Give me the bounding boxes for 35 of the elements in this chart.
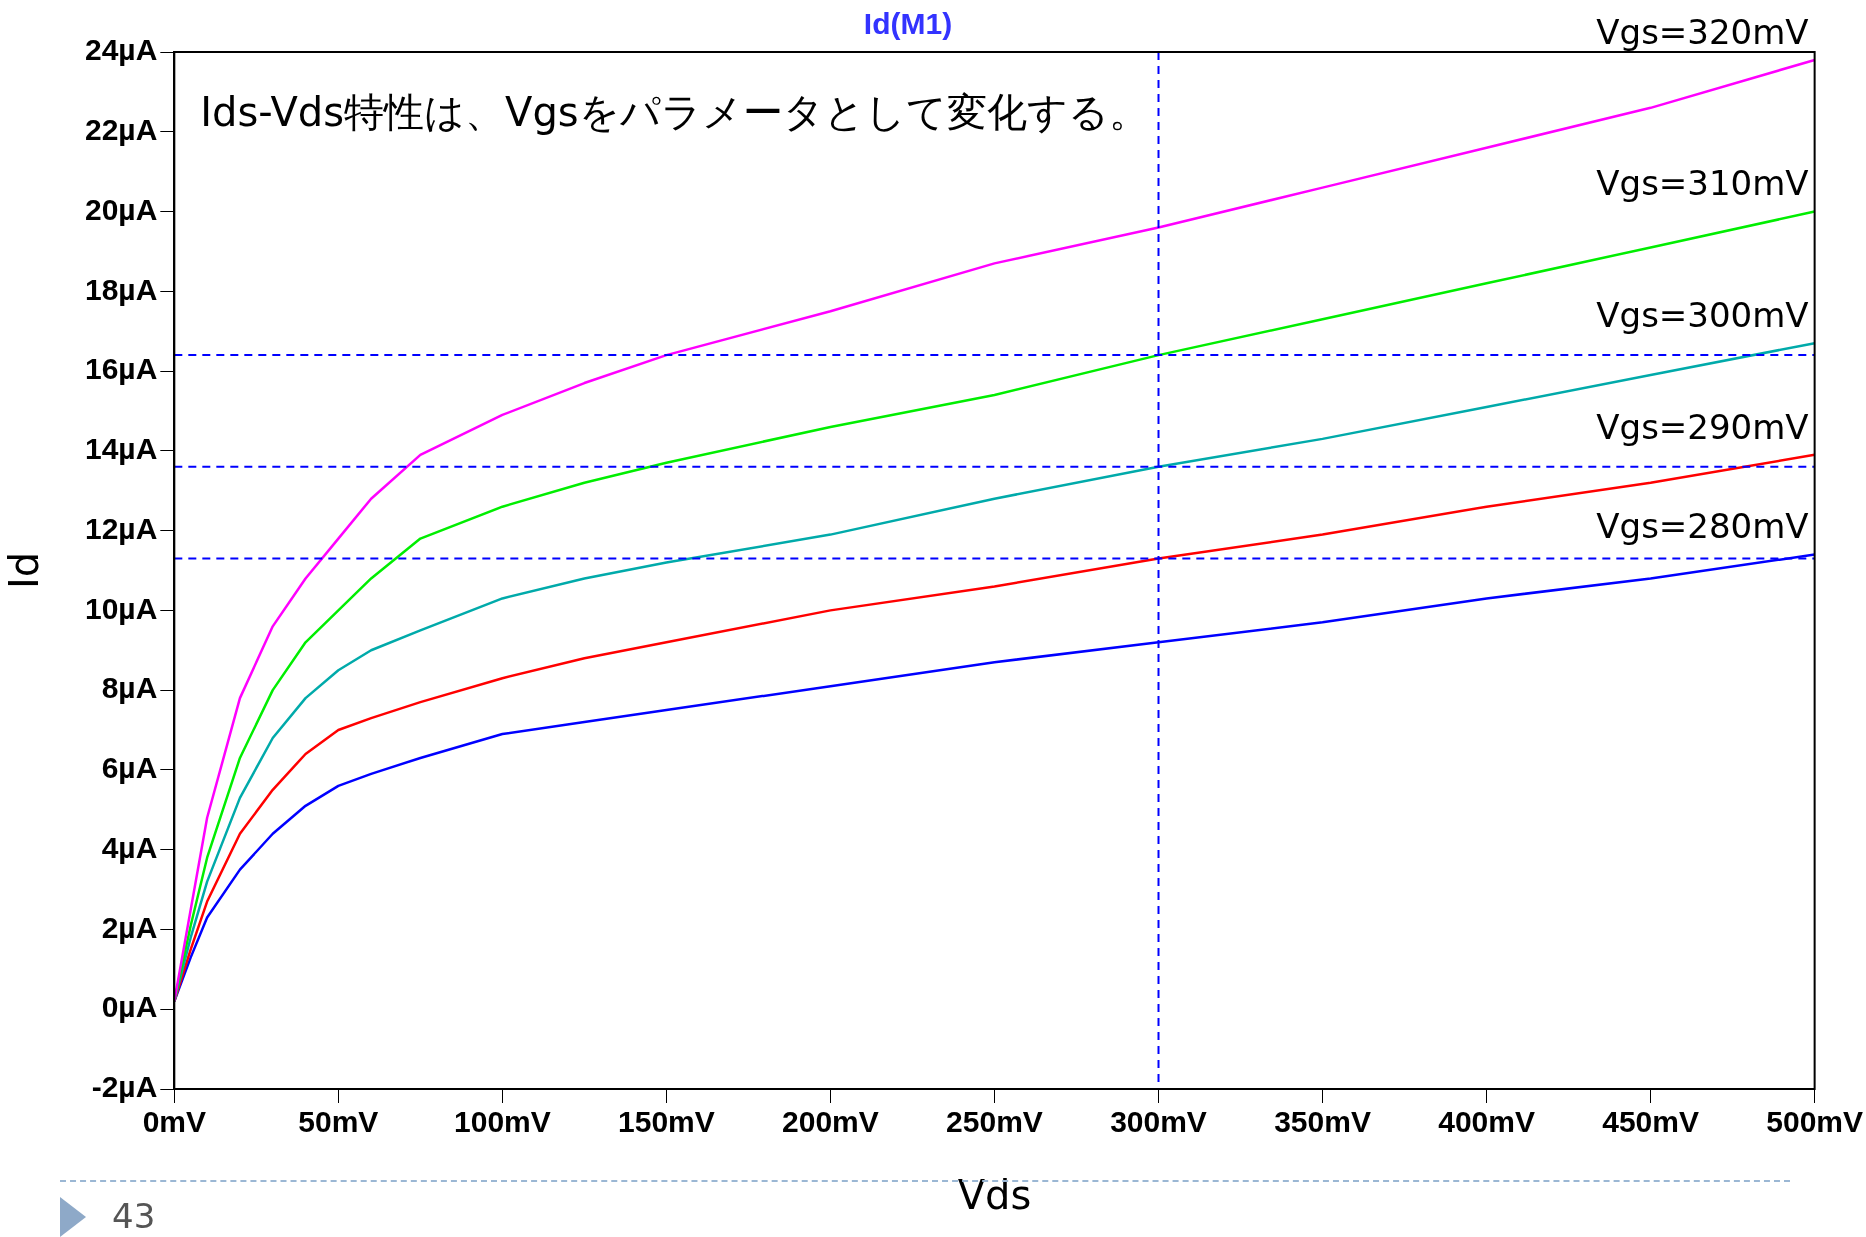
y-tick-label: 0µA — [101, 990, 158, 1024]
text: 43 — [112, 1196, 156, 1236]
x-tick-label: 50mV — [298, 1105, 379, 1139]
series-label: Vgs=300mV — [1596, 294, 1809, 335]
x-tick-label: 450mV — [1602, 1105, 1699, 1139]
y-tick-label: 24µA — [84, 33, 158, 67]
y-tick-label: 10µA — [84, 591, 158, 625]
chart-title: Id(M1) — [863, 7, 953, 41]
y-axis-title: Id — [1, 551, 48, 590]
y-tick-label: 2µA — [101, 910, 158, 944]
y-tick-label: 22µA — [84, 113, 158, 147]
y-tick-label: 14µA — [84, 432, 158, 466]
y-tick-label: -2µA — [91, 1070, 158, 1104]
y-tick-label: 16µA — [84, 352, 158, 386]
x-tick-label: 250mV — [946, 1105, 1043, 1139]
x-tick-label: 0mV — [142, 1105, 207, 1139]
series-label: Vgs=280mV — [1596, 506, 1809, 547]
x-tick-label: 150mV — [618, 1105, 715, 1139]
x-tick-label: 200mV — [782, 1105, 879, 1139]
series-label: Vgs=310mV — [1596, 163, 1809, 204]
y-tick-label: 8µA — [101, 671, 158, 705]
y-tick-label: 4µA — [101, 830, 158, 864]
y-tick-label: 6µA — [101, 751, 158, 785]
y-tick-label: 12µA — [84, 511, 158, 545]
x-tick-label: 400mV — [1438, 1105, 1535, 1139]
x-tick-label: 500mV — [1766, 1105, 1864, 1139]
series-label: Vgs=290mV — [1596, 406, 1809, 447]
x-axis-title: Vds — [957, 1172, 1032, 1219]
y-tick-label: 18µA — [84, 272, 158, 306]
x-tick-label: 350mV — [1274, 1105, 1371, 1139]
x-tick-label: 100mV — [454, 1105, 551, 1139]
series-label: Vgs=320mV — [1596, 11, 1809, 52]
y-tick-label: 20µA — [84, 192, 158, 226]
x-tick-label: 300mV — [1110, 1105, 1207, 1139]
annotation: Ids-Vds特性は、Vgsをパラメータとして変化する。 — [200, 89, 1149, 136]
